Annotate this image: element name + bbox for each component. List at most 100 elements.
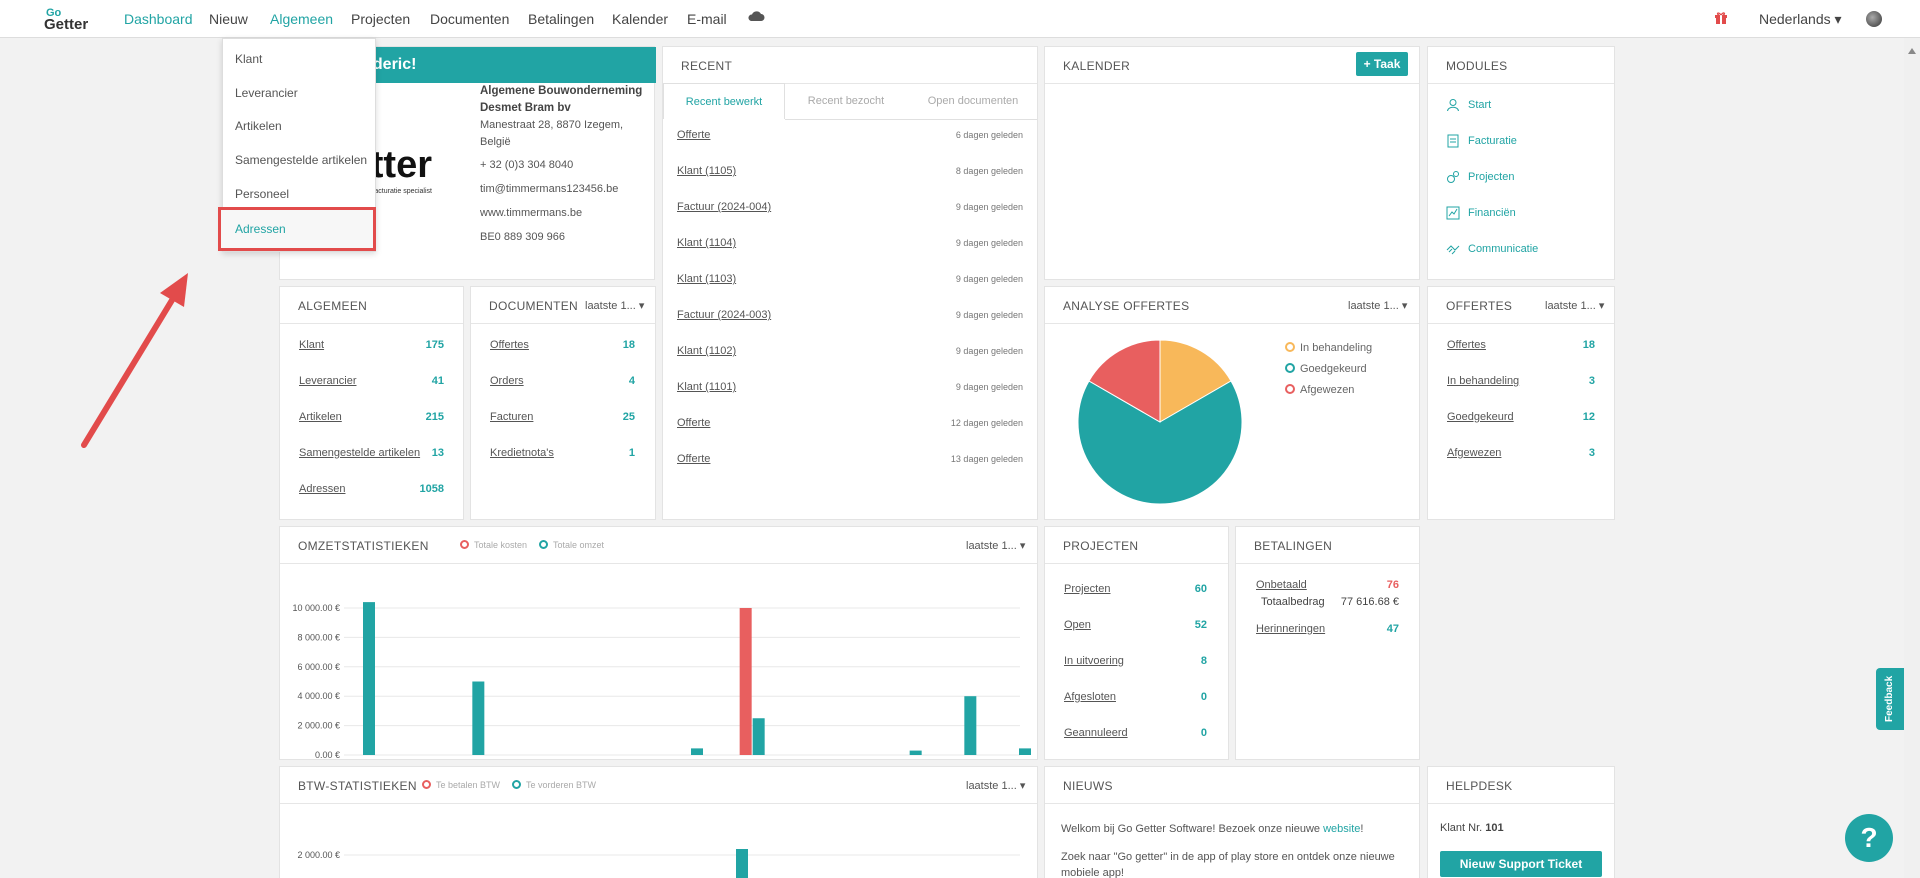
omzet-bar-revenue[interactable] <box>691 748 703 755</box>
analyse-legend-item[interactable]: Goedgekeurd <box>1285 363 1367 375</box>
module-financien-label: Financiën <box>1468 207 1516 219</box>
legend-dot-icon <box>1285 384 1295 394</box>
projecten-row-value: 52 <box>1194 619 1207 631</box>
recent-item-label[interactable]: Klant (1103) <box>677 273 737 285</box>
go-getter-logo[interactable]: Go Getter <box>44 8 89 33</box>
logo-getter-text: Getter <box>44 16 89 33</box>
omzet-ytick-label: 2 000.00 € <box>297 721 340 731</box>
documenten-row-value: 25 <box>622 411 635 423</box>
page-scrollbar[interactable] <box>1904 38 1920 878</box>
offertes-panel: OFFERTES laatste 1... ▾ Offertes 18 In beh… <box>1427 286 1615 520</box>
omzet-filter-label: laatste 1... <box>966 540 1017 552</box>
menu-item-personeel[interactable]: Personeel <box>235 187 290 201</box>
kalender-panel: KALENDER <box>1044 46 1420 280</box>
add-task-button[interactable]: + Taak <box>1356 52 1408 76</box>
nieuws-text-1: Welkom bij Go Getter Software! Bezoek on… <box>1061 823 1321 835</box>
menu-item-leverancier[interactable]: Leverancier <box>235 86 298 100</box>
menu-item-klant[interactable]: Klant <box>235 52 263 66</box>
projecten-row-label: Geannuleerd <box>1064 727 1128 739</box>
nav-documenten[interactable]: Documenten <box>430 11 510 27</box>
onbetaald-value: 76 <box>1386 579 1399 591</box>
omzet-bar-revenue[interactable] <box>363 602 375 755</box>
nieuws-website-link[interactable]: website <box>1323 823 1361 835</box>
help-button[interactable]: ? <box>1845 814 1893 862</box>
scroll-up-icon[interactable] <box>1908 48 1916 54</box>
cloud-icon[interactable] <box>747 10 765 22</box>
annotation-arrow-icon <box>81 273 188 448</box>
top-navbar: Go Getter Dashboard Nieuw Algemeen Proje… <box>0 0 1920 38</box>
recent-item-label[interactable]: Offerte <box>677 417 711 429</box>
btw-legend-claim-label: Te vorderen BTW <box>526 780 597 790</box>
betalingen-panel: BETALINGEN Onbetaald 76 Totaalbedrag 77 … <box>1235 526 1420 760</box>
algemeen-row-label: Artikelen <box>299 411 342 423</box>
omzet-ytick-label: 6 000.00 € <box>297 662 340 672</box>
tab-recent-bewerkt[interactable]: Recent bewerkt <box>663 83 785 119</box>
algemeen-row-label: Adressen <box>299 483 346 495</box>
btw-bar-claim[interactable] <box>736 849 748 878</box>
nav-betalingen[interactable]: Betalingen <box>528 11 595 27</box>
omzet-bar-revenue[interactable] <box>752 718 765 755</box>
analyse-legend-item[interactable]: In behandeling <box>1285 342 1372 354</box>
totaal-value: 77 616.68 € <box>1340 596 1399 608</box>
recent-item-label[interactable]: Klant (1105) <box>677 165 737 177</box>
tab-recent-bezocht[interactable]: Recent bezocht <box>807 95 885 107</box>
documenten-filter-dropdown[interactable]: laatste 1... ▾ <box>585 299 644 312</box>
omzet-bar-revenue[interactable] <box>909 750 922 755</box>
algemeen-row-label: Samengestelde artikelen <box>299 447 421 459</box>
omzet-bar-revenue[interactable] <box>1019 748 1031 755</box>
recent-item-label[interactable]: Klant (1104) <box>677 237 737 249</box>
menu-item-adressen-highlight[interactable]: Adressen <box>218 207 376 251</box>
omzet-bar-revenue[interactable] <box>964 696 977 755</box>
documenten-row-label: Offertes <box>490 339 529 351</box>
pie-slice-in-behandeling[interactable] <box>1159 339 1232 423</box>
language-select[interactable]: Nederlands ▾ <box>1759 11 1842 28</box>
algemeen-row-value: 41 <box>431 375 444 387</box>
analyse-legend-item[interactable]: Afgewezen <box>1285 384 1354 396</box>
recent-item-label[interactable]: Klant (1102) <box>677 345 737 357</box>
omzet-legend-costs-label: Totale kosten <box>474 540 528 550</box>
projecten-row-label: In uitvoering <box>1064 655 1124 667</box>
caret-down-icon: ▾ <box>1019 780 1026 792</box>
recent-item-time: 13 dagen geleden <box>950 454 1023 464</box>
omzet-legend-costs[interactable]: Totale kosten <box>460 540 527 550</box>
offertes-filter-dropdown[interactable]: laatste 1... ▾ <box>1545 299 1604 312</box>
omzet-legend-revenue[interactable]: Totale omzet <box>539 540 604 550</box>
btw-filter-dropdown[interactable]: laatste 1... ▾ <box>966 779 1025 792</box>
menu-item-adressen[interactable]: Adressen <box>235 222 286 236</box>
pie-slice-goedgekeurd[interactable] <box>1077 380 1243 505</box>
recent-item-label[interactable]: Factuur (2024-004) <box>677 201 772 213</box>
analyse-filter-dropdown[interactable]: laatste 1... ▾ <box>1348 299 1407 312</box>
handshake-icon <box>1446 245 1460 255</box>
omzet-filter-dropdown[interactable]: laatste 1... ▾ <box>966 539 1025 552</box>
gift-icon[interactable] <box>1714 11 1728 25</box>
nav-projecten[interactable]: Projecten <box>351 11 411 27</box>
recent-item-label[interactable]: Klant (1101) <box>677 381 737 393</box>
new-support-ticket-button[interactable]: Nieuw Support Ticket <box>1440 851 1602 877</box>
offertes-row-value: 18 <box>1582 339 1595 351</box>
recent-title: RECENT <box>681 59 733 73</box>
menu-item-samengestelde-artikelen[interactable]: Samengestelde artikelen <box>235 153 368 167</box>
recent-item-label[interactable]: Offerte <box>677 453 711 465</box>
pie-slice-afgewezen[interactable] <box>1088 339 1161 423</box>
btw-legend-pay[interactable]: Te betalen BTW <box>422 780 500 790</box>
legend-dot-icon <box>422 780 431 789</box>
menu-item-artikelen[interactable]: Artikelen <box>235 119 282 133</box>
recent-item-label[interactable]: Factuur (2024-003) <box>677 309 772 321</box>
projecten-row-value: 0 <box>1200 691 1207 703</box>
tab-open-documenten[interactable]: Open documenten <box>927 95 1019 107</box>
omzet-bar-costs[interactable] <box>739 608 752 755</box>
nav-nieuw[interactable]: Nieuw <box>209 11 248 27</box>
recent-item-label[interactable]: Offerte <box>677 129 711 141</box>
nieuws-title: NIEUWS <box>1063 779 1113 793</box>
nav-algemeen[interactable]: Algemeen <box>270 11 334 27</box>
omzet-bar-revenue[interactable] <box>472 681 485 756</box>
nav-dashboard[interactable]: Dashboard <box>124 11 193 27</box>
nav-email[interactable]: E-mail <box>687 11 727 27</box>
user-avatar[interactable] <box>1866 11 1882 27</box>
btw-legend-claim[interactable]: Te vorderen BTW <box>512 780 596 790</box>
legend-dot-icon <box>1285 363 1295 373</box>
legend-dot-icon <box>539 540 548 549</box>
projecten-row-value: 0 <box>1200 727 1207 739</box>
offertes-row-value: 3 <box>1588 375 1595 387</box>
nav-kalender[interactable]: Kalender <box>612 11 669 27</box>
